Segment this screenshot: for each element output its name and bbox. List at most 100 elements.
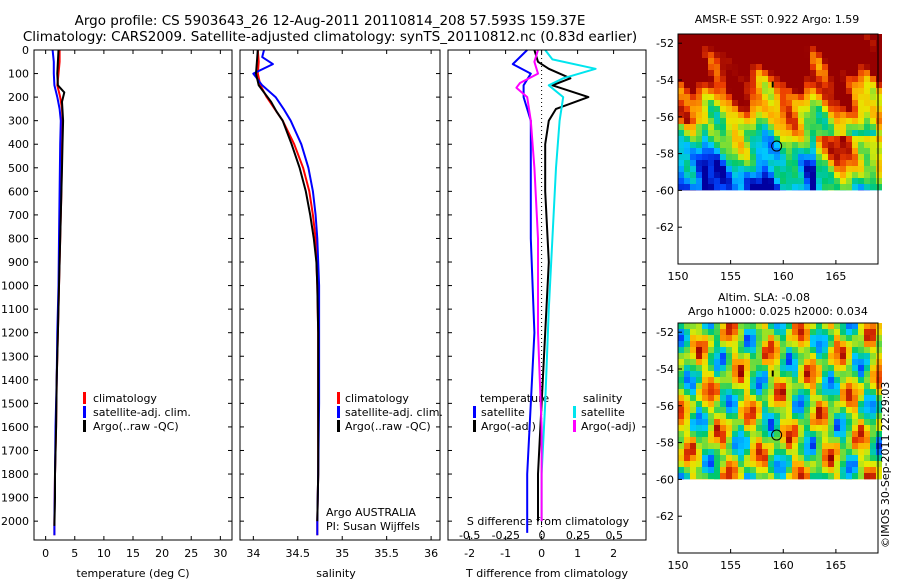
map-cell <box>852 473 858 479</box>
map-cell <box>690 437 696 443</box>
map-cell <box>720 353 726 359</box>
map-cell <box>834 136 840 142</box>
map-cell <box>696 347 702 353</box>
map-cell <box>726 178 732 184</box>
map-cell <box>774 401 780 407</box>
map-cell <box>780 82 786 88</box>
map-cell <box>840 106 846 112</box>
map-cell <box>786 455 792 461</box>
map-cell <box>810 166 816 172</box>
map-cell <box>738 431 744 437</box>
map-cell <box>834 82 840 88</box>
map-cell <box>702 76 708 82</box>
map-cell <box>750 347 756 353</box>
map-cell <box>858 70 864 76</box>
map-cell <box>696 94 702 100</box>
map-cell <box>798 64 804 70</box>
map-cell <box>726 154 732 160</box>
map-cell <box>702 112 708 118</box>
map-cell <box>684 100 690 106</box>
map-cell <box>828 172 834 178</box>
map-cell <box>840 443 846 449</box>
map-cell <box>852 323 858 329</box>
map-cell <box>708 76 714 82</box>
map-cell <box>816 365 822 371</box>
map-cell <box>702 413 708 419</box>
map-cell <box>858 148 864 154</box>
map-cell <box>774 371 780 377</box>
map-cell <box>798 347 804 353</box>
map-cell <box>846 413 852 419</box>
map-cell <box>822 425 828 431</box>
map-cell <box>798 94 804 100</box>
map-cell <box>726 389 732 395</box>
map-cell <box>678 443 684 449</box>
map-cell <box>846 76 852 82</box>
map-cell <box>828 377 834 383</box>
map-cell <box>714 130 720 136</box>
map-cell <box>732 335 738 341</box>
map-cell <box>840 323 846 329</box>
map-cell <box>852 142 858 148</box>
map-cell <box>804 52 810 58</box>
map-cell <box>702 166 708 172</box>
map-cell <box>780 46 786 52</box>
map-cell <box>864 407 870 413</box>
map-cell <box>762 389 768 395</box>
map-cell <box>696 166 702 172</box>
map-cell <box>858 94 864 100</box>
map-cell <box>822 443 828 449</box>
map-cell <box>816 76 822 82</box>
map-cell <box>726 70 732 76</box>
map-cell <box>744 383 750 389</box>
map-cell <box>774 100 780 106</box>
map-cell <box>684 142 690 148</box>
map-cell <box>756 58 762 64</box>
map-cell <box>762 419 768 425</box>
map-cell <box>732 58 738 64</box>
map-cell <box>834 329 840 335</box>
map-cell <box>768 461 774 467</box>
x-tick-label: 2 <box>610 547 617 560</box>
depth-tick-label: 100 <box>8 68 29 81</box>
map-cell <box>846 473 852 479</box>
map-cell <box>792 437 798 443</box>
map-cell <box>774 353 780 359</box>
map-cell <box>774 335 780 341</box>
map-cell <box>750 407 756 413</box>
map-cell <box>780 401 786 407</box>
map-cell <box>822 407 828 413</box>
map-cell <box>798 76 804 82</box>
map-cell <box>840 124 846 130</box>
legend-label-temperature-satellite: satellite <box>481 406 525 419</box>
map-cell <box>870 359 876 365</box>
map-cell <box>828 461 834 467</box>
map-cell <box>786 341 792 347</box>
map-cell <box>690 455 696 461</box>
map-cell <box>720 437 726 443</box>
map-field-cells <box>678 323 882 480</box>
map-cell <box>702 467 708 473</box>
map-cell <box>816 40 822 46</box>
map-cell <box>828 413 834 419</box>
temperature-xlabel: temperature (deg C) <box>76 567 189 580</box>
map-cell <box>846 449 852 455</box>
map-cell <box>702 100 708 106</box>
map-cell <box>798 353 804 359</box>
map-cell <box>684 419 690 425</box>
map-cell <box>834 347 840 353</box>
map-cell <box>822 166 828 172</box>
map-cell <box>834 401 840 407</box>
map-cell <box>792 88 798 94</box>
map-cell <box>774 76 780 82</box>
map-cell <box>804 160 810 166</box>
map-cell <box>876 413 882 419</box>
map-cell <box>774 425 780 431</box>
map-cell <box>804 449 810 455</box>
map-cell <box>798 40 804 46</box>
map-cell <box>810 443 816 449</box>
map-cell <box>768 413 774 419</box>
map-cell <box>708 407 714 413</box>
map-cell <box>798 461 804 467</box>
map-x-tick-label: 155 <box>720 559 741 572</box>
